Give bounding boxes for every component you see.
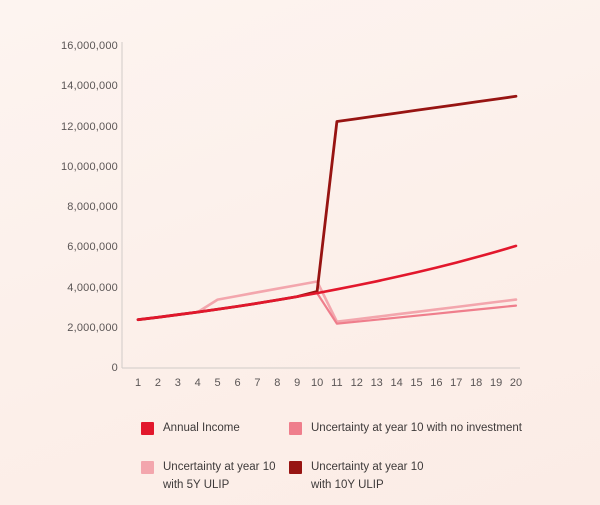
y-axis-ticks: 0 2,000,000 4,000,000 6,000,000 8,000,000 10,… [40,0,118,400]
legend-item-5y-ulip: Uncertainty at year 10 with 5Y ULIP [141,459,289,494]
x-tick-label: 10 [310,377,324,389]
x-tick-label: 2 [154,377,161,389]
legend-item-annual-income: Annual Income [141,420,289,437]
x-tick-label: 15 [410,377,423,389]
x-tick-label: 16 [430,377,443,389]
x-tick-label: 4 [194,377,201,389]
chart-legend: Annual Income Uncertainty at year 10 wit… [141,420,539,494]
annual-income-swatch [141,422,154,435]
legend-item-no-investment: Uncertainty at year 10 with no investmen… [289,420,539,437]
y-tick-label: 12,000,000 [60,120,118,133]
x-tick-label: 13 [370,377,383,389]
x-tick-label: 14 [390,377,403,389]
legend-label: Uncertainty at year 10 with no investmen… [311,422,522,434]
series-line-4 [136,94,518,322]
x-tick-label: 8 [274,377,281,389]
y-tick-label: 14,000,000 [60,80,118,93]
series-line-3 [136,280,518,323]
legend-item-10y-ulip: Uncertainty at year 10 with 10Y ULIP [289,459,539,494]
ulip-10y-swatch [289,461,302,475]
y-tick-label: 2,000,000 [67,321,118,334]
x-tick-label: 17 [450,377,463,389]
x-tick-label: 3 [174,377,181,389]
x-tick-label: 7 [254,377,261,389]
series-line-2 [136,292,518,325]
x-tick-label: 5 [214,377,221,389]
legend-label: Annual Income [163,422,240,434]
y-tick-label: 16,000,000 [60,40,118,52]
y-tick-label: 4,000,000 [67,281,118,294]
x-tick-label: 12 [350,377,363,389]
x-tick-label: 20 [509,377,523,389]
y-tick-label: 0 [111,362,118,374]
series-line-1 [136,244,518,321]
x-tick-label: 1 [134,377,142,389]
x-tick-label: 19 [489,377,503,389]
no-investment-swatch [289,422,302,435]
legend-label: Uncertainty at year 10 with 5Y ULIP [163,461,276,491]
legend-label: Uncertainty at year 10 with 10Y ULIP [311,461,424,491]
x-axis-ticks: 1 2 3 4 5 6 7 8 9 10 11 12 13 14 15 16 17 18 19 20 [0,377,600,393]
y-tick-label: 10,000,000 [60,160,118,173]
x-tick-label: 11 [331,377,343,389]
y-tick-label: 6,000,000 [67,241,118,254]
x-tick-label: 6 [234,377,241,389]
ulip-5y-swatch [141,461,154,475]
x-tick-label: 9 [294,377,301,389]
x-tick-label: 18 [470,377,483,389]
y-tick-label: 8,000,000 [67,201,118,213]
